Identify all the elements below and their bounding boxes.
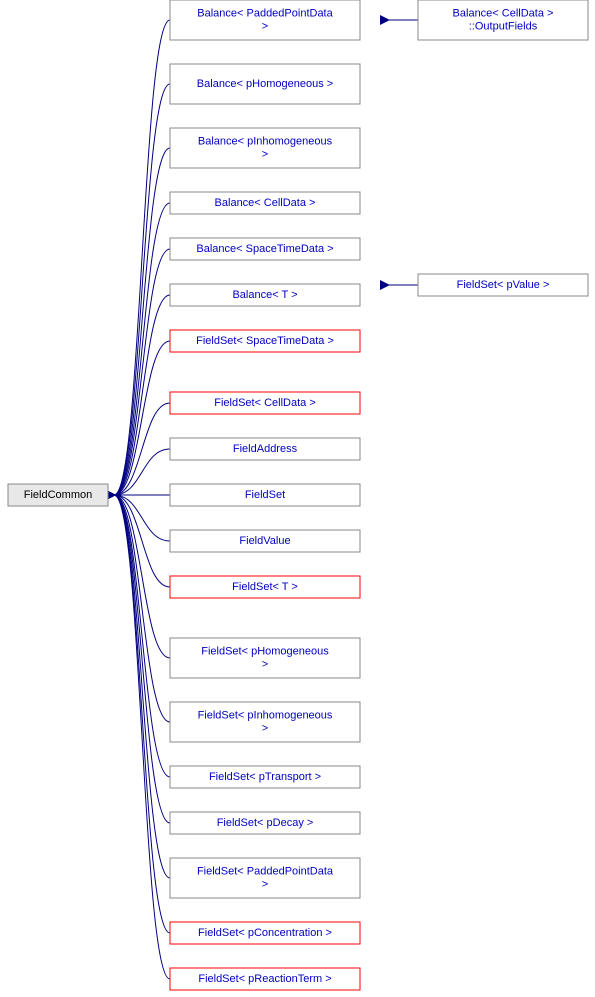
node-n14[interactable]: FieldSet< pTransport >: [170, 766, 360, 788]
node-n15[interactable]: FieldSet< pDecay >: [170, 812, 360, 834]
svg-text:FieldCommon: FieldCommon: [24, 489, 92, 501]
edge-n10: [114, 495, 170, 541]
node-n18[interactable]: FieldSet< pReactionTerm >: [170, 968, 360, 990]
svg-text:Balance< PaddedPointData: Balance< PaddedPointData: [197, 7, 333, 19]
node-n12[interactable]: FieldSet< pHomogeneous >: [170, 638, 360, 678]
node-n9[interactable]: FieldSet: [170, 484, 360, 506]
svg-text:FieldSet< pDecay >: FieldSet< pDecay >: [217, 817, 314, 829]
svg-text:::OutputFields: ::OutputFields: [469, 20, 538, 32]
node-n7[interactable]: FieldSet< CellData >: [170, 392, 360, 414]
node-n6[interactable]: FieldSet< SpaceTimeData >: [170, 330, 360, 352]
svg-text:Balance< T >: Balance< T >: [232, 289, 297, 301]
svg-text:Balance< pHomogeneous >: Balance< pHomogeneous >: [197, 78, 333, 90]
svg-text:FieldSet< pReactionTerm >: FieldSet< pReactionTerm >: [198, 973, 331, 985]
node-n2[interactable]: Balance< pInhomogeneous >: [170, 128, 360, 168]
node-FieldCommon: FieldCommon: [8, 484, 108, 506]
svg-text:>: >: [262, 148, 268, 160]
node-n4[interactable]: Balance< SpaceTimeData >: [170, 238, 360, 260]
node-n13[interactable]: FieldSet< pInhomogeneous >: [170, 702, 360, 742]
edge-n3: [114, 203, 170, 495]
svg-text:FieldSet< pInhomogeneous: FieldSet< pInhomogeneous: [198, 709, 333, 721]
edge-n15: [114, 495, 170, 823]
svg-text:FieldSet< pTransport >: FieldSet< pTransport >: [209, 771, 321, 783]
node-r1[interactable]: FieldSet< pValue >: [418, 274, 588, 296]
node-r0[interactable]: Balance< CellData >::OutputFields: [418, 0, 588, 40]
edge-n1: [114, 84, 170, 495]
svg-text:Balance< SpaceTimeData >: Balance< SpaceTimeData >: [196, 243, 333, 255]
node-n17[interactable]: FieldSet< pConcentration >: [170, 922, 360, 944]
svg-text:Balance< CellData >: Balance< CellData >: [453, 7, 554, 19]
svg-text:FieldSet< PaddedPointData: FieldSet< PaddedPointData: [197, 865, 334, 877]
svg-text:>: >: [262, 658, 268, 670]
node-n3[interactable]: Balance< CellData >: [170, 192, 360, 214]
svg-text:FieldValue: FieldValue: [239, 535, 290, 547]
edge-n2: [114, 148, 170, 495]
svg-text:FieldSet: FieldSet: [245, 489, 285, 501]
svg-text:FieldSet< SpaceTimeData >: FieldSet< SpaceTimeData >: [196, 335, 334, 347]
svg-text:Balance< pInhomogeneous: Balance< pInhomogeneous: [198, 135, 333, 147]
edge-n16: [114, 495, 170, 878]
svg-text:>: >: [262, 722, 268, 734]
node-n5[interactable]: Balance< T >: [170, 284, 360, 306]
svg-text:Balance< CellData >: Balance< CellData >: [215, 197, 316, 209]
svg-text:FieldAddress: FieldAddress: [233, 443, 298, 455]
svg-text:>: >: [262, 878, 268, 890]
node-n0[interactable]: Balance< PaddedPointData >: [170, 0, 360, 40]
svg-text:FieldSet< CellData >: FieldSet< CellData >: [214, 397, 316, 409]
node-n1[interactable]: Balance< pHomogeneous >: [170, 64, 360, 104]
node-n11[interactable]: FieldSet< T >: [170, 576, 360, 598]
reference-diagram: FieldCommonBalance< PaddedPointData >Bal…: [0, 0, 595, 997]
svg-text:FieldSet< pHomogeneous: FieldSet< pHomogeneous: [201, 645, 329, 657]
svg-text:FieldSet< pValue >: FieldSet< pValue >: [457, 279, 550, 291]
edge-n18: [114, 495, 170, 979]
node-n10[interactable]: FieldValue: [170, 530, 360, 552]
node-n16[interactable]: FieldSet< PaddedPointData >: [170, 858, 360, 898]
svg-text:FieldSet< T >: FieldSet< T >: [232, 581, 298, 593]
svg-text:FieldSet< pConcentration >: FieldSet< pConcentration >: [198, 927, 332, 939]
svg-text:>: >: [262, 20, 268, 32]
node-n8[interactable]: FieldAddress: [170, 438, 360, 460]
